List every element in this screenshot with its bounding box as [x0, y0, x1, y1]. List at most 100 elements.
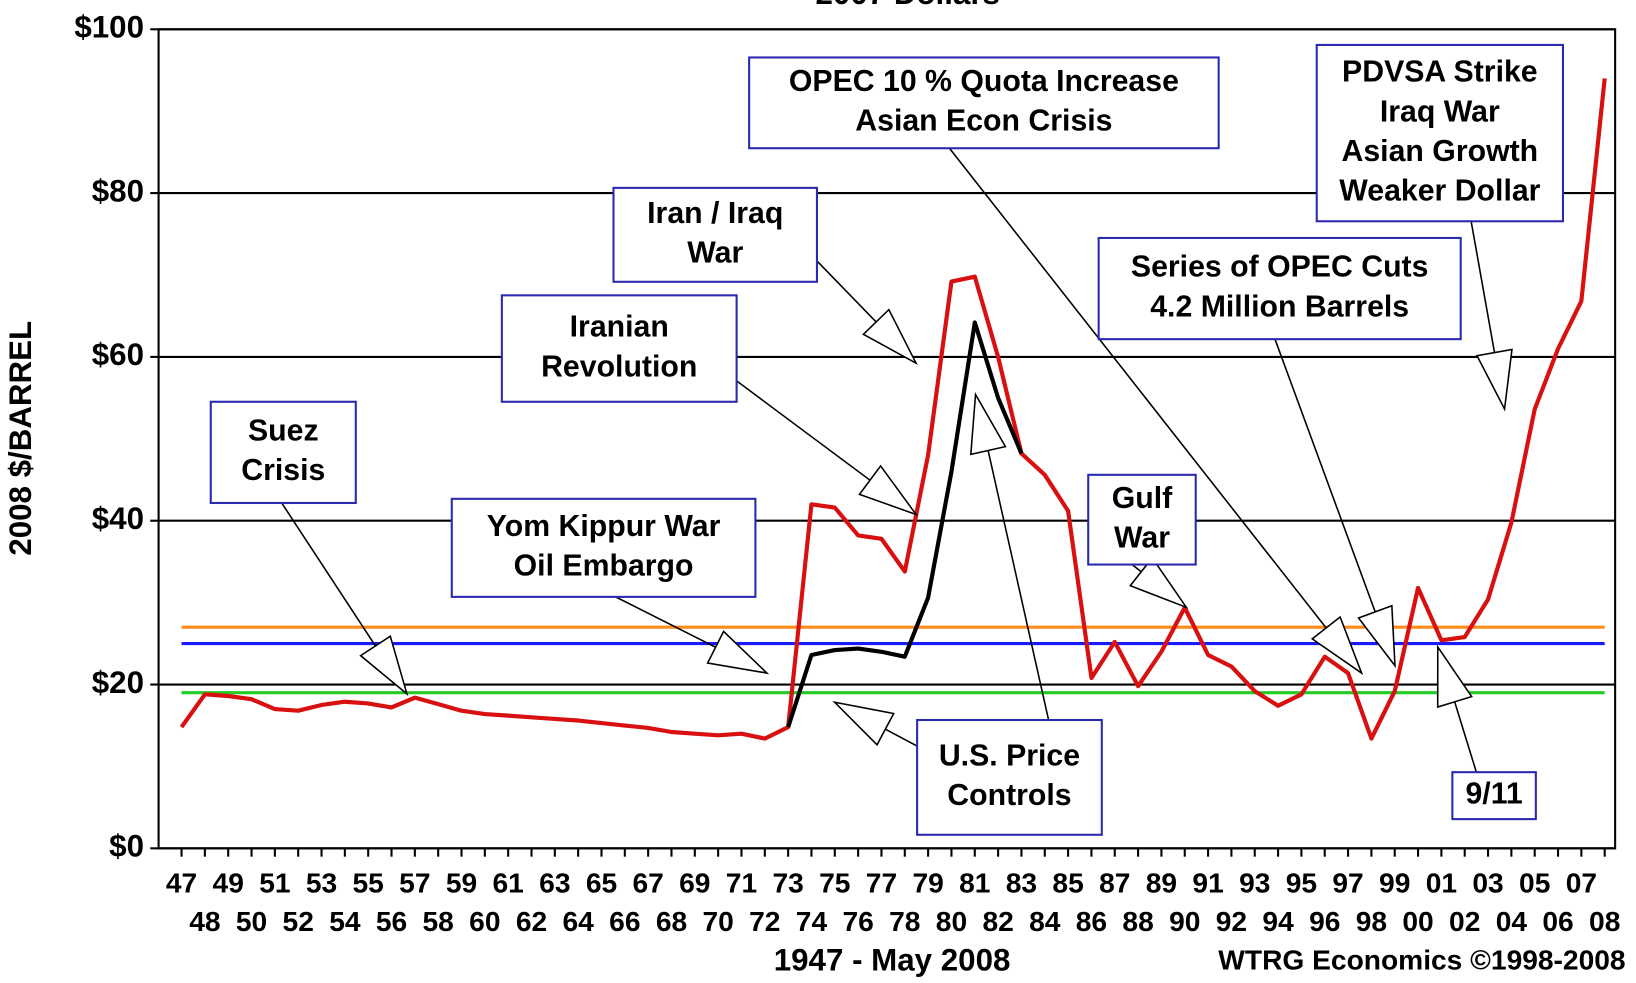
x-tick-label: 78 [889, 905, 920, 937]
y-tick-label: $40 [92, 501, 144, 536]
y-tick-label: $100 [74, 10, 144, 45]
annotation-arrowhead [862, 308, 918, 366]
annotation-text: Yom Kippur War [487, 510, 721, 543]
x-tick-label: 97 [1332, 866, 1363, 898]
x-tick-label: 75 [819, 866, 850, 898]
annotation-text: U.S. Price [939, 740, 1080, 773]
annotation-arrow [948, 147, 1363, 674]
annotation-text: OPEC 10 % Quota Increase [789, 65, 1179, 98]
annotation-text: Oil Embargo [514, 550, 694, 583]
x-tick-label: 80 [936, 905, 967, 937]
x-tick-label: 99 [1379, 866, 1410, 898]
x-tick-label: 98 [1356, 905, 1387, 937]
x-tick-label: 51 [259, 866, 290, 898]
x-tick-label: 07 [1566, 866, 1597, 898]
annotation-text: Iranian [570, 311, 669, 344]
x-tick-label: 82 [982, 905, 1013, 937]
x-tick-label: 57 [399, 866, 430, 898]
annotation-box [748, 56, 1220, 150]
annotation-text: 9/11 [1465, 778, 1522, 811]
x-tick-label: 74 [796, 905, 828, 937]
x-tick-label: 58 [423, 905, 454, 937]
annotation-text: Revolution [541, 350, 697, 383]
annotation-text: Weaker Dollar [1339, 175, 1540, 208]
y-tick-label: $60 [92, 337, 144, 372]
x-tick-label: 70 [702, 905, 733, 937]
x-tick-label: 91 [1192, 866, 1223, 898]
x-tick-label: 81 [959, 866, 990, 898]
x-tick-label: 76 [842, 905, 873, 937]
annotation-text: War [1114, 521, 1170, 554]
annotation-text: Asian Growth [1342, 135, 1539, 168]
x-tick-label: 68 [656, 905, 687, 937]
annotation-text: Gulf [1112, 482, 1173, 515]
x-tick-label: 52 [283, 905, 314, 937]
x-tick-label: 06 [1542, 905, 1573, 937]
x-tick-label: 04 [1496, 905, 1528, 937]
x-axis-label: 1947 - May 2008 [774, 942, 1011, 977]
x-tick-label: 55 [353, 866, 384, 898]
annotation-text: War [687, 237, 743, 270]
y-tick-label: $80 [92, 173, 144, 208]
x-tick-label: 56 [376, 905, 407, 937]
annotation-text: Suez [248, 415, 319, 448]
x-tick-label: 69 [679, 866, 710, 898]
annotation-text: Iraq War [1380, 95, 1500, 128]
x-tick-label: 87 [1099, 866, 1130, 898]
x-tick-label: 84 [1029, 905, 1061, 937]
annotation-text: Asian Econ Crisis [855, 105, 1112, 138]
x-tick-label: 72 [749, 905, 780, 937]
annotation-arrowhead [1475, 348, 1513, 412]
series-line [786, 320, 1024, 728]
x-tick-label: 95 [1286, 866, 1317, 898]
annotation-box [612, 186, 818, 283]
annotation-box [500, 294, 738, 403]
plot-border [157, 28, 1617, 850]
x-tick-label: 63 [539, 866, 570, 898]
annotation-box [209, 400, 357, 505]
x-tick-label: 49 [213, 866, 244, 898]
x-tick-label: 90 [1169, 905, 1200, 937]
x-tick-label: 53 [306, 866, 337, 898]
y-axis-label: 2008 $/BARREL [3, 321, 38, 556]
annotation-arrowhead [706, 630, 770, 675]
annotation-arrowhead [359, 634, 409, 697]
annotation-box [1087, 473, 1197, 566]
x-tick-label: 73 [772, 866, 803, 898]
annotation-box [450, 497, 757, 598]
annotation-box [1315, 43, 1565, 223]
x-tick-label: 47 [166, 866, 197, 898]
x-tick-label: 59 [446, 866, 477, 898]
annotation-box [1097, 236, 1462, 341]
x-tick-label: 54 [329, 905, 361, 937]
x-tick-label: 00 [1402, 905, 1433, 937]
x-tick-label: 79 [912, 866, 943, 898]
x-tick-label: 64 [562, 905, 594, 937]
x-tick-label: 67 [632, 866, 663, 898]
x-tick-label: 05 [1519, 866, 1550, 898]
annotation-text: Iran / Iraq [647, 197, 783, 230]
annotation-text: Controls [947, 779, 1071, 812]
annotation-arrowhead [1357, 604, 1396, 669]
x-tick-label: 85 [1052, 866, 1083, 898]
x-tick-label: 48 [189, 905, 220, 937]
chart-title: 2007 Dollars [816, 0, 1000, 11]
x-tick-label: 50 [236, 905, 267, 937]
x-tick-label: 08 [1589, 905, 1620, 937]
annotation-text: Series of OPEC Cuts [1131, 251, 1429, 284]
x-tick-label: 60 [469, 905, 500, 937]
series-line [179, 78, 1607, 741]
x-tick-label: 03 [1472, 866, 1503, 898]
annotation-box [916, 718, 1103, 836]
x-tick-label: 77 [866, 866, 897, 898]
x-tick-label: 96 [1309, 905, 1340, 937]
x-tick-label: 61 [493, 866, 524, 898]
y-tick-label: $0 [109, 829, 144, 864]
x-tick-label: 89 [1146, 866, 1177, 898]
y-tick-label: $20 [92, 665, 144, 700]
annotation-arrowhead [1436, 644, 1473, 709]
x-tick-label: 93 [1239, 866, 1270, 898]
x-tick-label: 62 [516, 905, 547, 937]
annotation-text: PDVSA Strike [1342, 56, 1538, 89]
